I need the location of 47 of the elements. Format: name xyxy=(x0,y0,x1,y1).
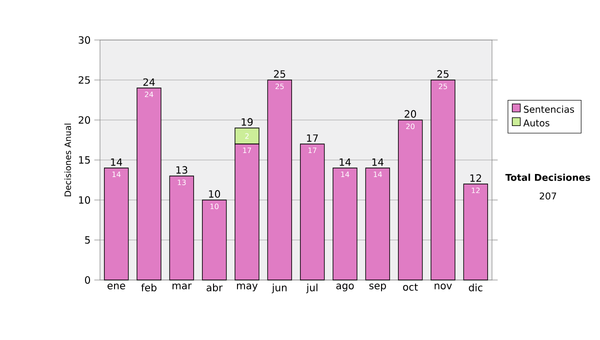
bar xyxy=(267,80,292,280)
legend-label: Sentencias xyxy=(524,106,574,113)
total-label: 20 xyxy=(404,110,416,118)
total-label: 25 xyxy=(437,70,448,78)
bar xyxy=(202,200,227,280)
bar xyxy=(332,168,358,280)
bar xyxy=(365,168,390,280)
y-tick-label: 20 xyxy=(78,116,90,124)
x-tick-label: oct xyxy=(403,284,418,291)
x-tick-label: may xyxy=(237,284,258,292)
y-tick-label: 10 xyxy=(79,196,90,204)
bar xyxy=(136,88,162,280)
total-label: 25 xyxy=(274,70,286,78)
legend-label: Autos xyxy=(523,120,550,126)
total-label: 24 xyxy=(143,78,155,86)
x-tick-label: jul xyxy=(306,284,318,294)
text: 207 xyxy=(540,192,556,200)
x-tick-label: feb xyxy=(141,284,156,292)
y-tick-label: 0 xyxy=(85,276,90,284)
x-tick-label: ago xyxy=(336,284,354,292)
y-tick-label: 30 xyxy=(78,36,90,44)
x-tick-label: sep xyxy=(369,284,386,292)
x-tick-label: mar xyxy=(172,284,192,290)
y-tick-label: 25 xyxy=(78,76,90,84)
y-tick-label: 15 xyxy=(79,156,90,164)
total-label: 12 xyxy=(470,174,482,182)
total-label: 19 xyxy=(242,118,253,126)
total-label: 17 xyxy=(307,134,318,142)
y-axis-title: Decisiones Anual xyxy=(64,124,72,196)
bar xyxy=(398,120,423,280)
total-label: 14 xyxy=(372,158,384,166)
total-label: 10 xyxy=(209,190,220,198)
bar xyxy=(104,168,129,280)
total-label: 13 xyxy=(176,166,188,174)
x-tick-label: dic xyxy=(468,284,482,292)
x-tick-label: nov xyxy=(434,284,452,290)
text: Total Decisiones xyxy=(505,174,590,181)
total-label: 14 xyxy=(111,158,122,166)
y-tick-label: 5 xyxy=(85,236,90,244)
bar xyxy=(169,176,194,280)
x-tick-label: abr xyxy=(206,284,223,292)
bar xyxy=(430,80,456,280)
bar xyxy=(463,184,488,280)
bar xyxy=(300,144,325,280)
x-tick-label: ene xyxy=(108,284,126,290)
total-label: 14 xyxy=(340,158,351,166)
x-tick-label: jun xyxy=(272,284,287,294)
